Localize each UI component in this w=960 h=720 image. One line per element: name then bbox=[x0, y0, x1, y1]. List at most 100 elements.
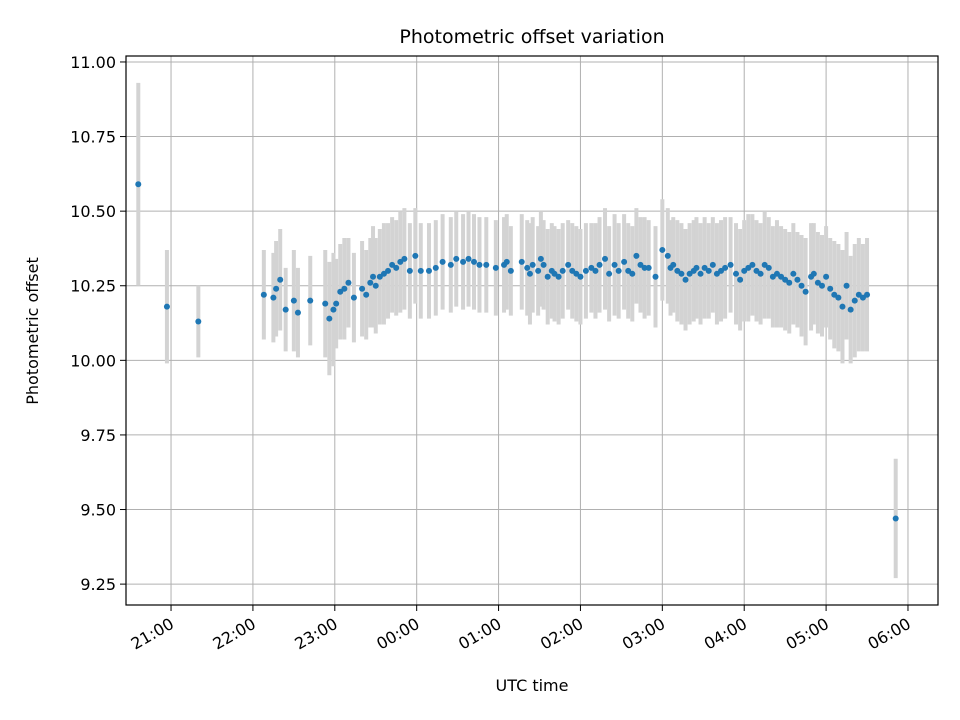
data-points bbox=[135, 181, 899, 522]
data-point bbox=[406, 267, 413, 274]
data-point bbox=[307, 297, 314, 304]
data-point bbox=[425, 267, 432, 274]
y-tick-label: 10.00 bbox=[70, 351, 116, 370]
data-point bbox=[326, 315, 333, 322]
data-point bbox=[350, 294, 357, 301]
data-point bbox=[722, 264, 729, 271]
data-point bbox=[757, 270, 764, 277]
data-point bbox=[790, 270, 797, 277]
data-point bbox=[664, 252, 671, 259]
data-point bbox=[565, 261, 572, 268]
data-point bbox=[606, 270, 613, 277]
data-point bbox=[393, 264, 400, 271]
y-tick-label: 10.75 bbox=[70, 128, 116, 147]
data-point bbox=[798, 282, 805, 289]
data-point bbox=[602, 255, 609, 262]
data-point bbox=[518, 258, 525, 265]
data-point bbox=[645, 264, 652, 271]
data-point bbox=[135, 181, 142, 188]
data-point bbox=[492, 264, 499, 271]
data-point bbox=[802, 288, 809, 295]
data-point bbox=[290, 297, 297, 304]
data-point bbox=[733, 270, 740, 277]
data-point bbox=[372, 282, 379, 289]
data-point bbox=[786, 279, 793, 286]
data-point bbox=[385, 267, 392, 274]
data-point bbox=[843, 282, 850, 289]
y-tick-label: 10.50 bbox=[70, 202, 116, 221]
data-point bbox=[621, 258, 628, 265]
data-point bbox=[195, 318, 202, 325]
data-point bbox=[363, 291, 370, 298]
data-point bbox=[678, 270, 685, 277]
data-point bbox=[819, 282, 825, 289]
data-point bbox=[670, 261, 677, 268]
data-point bbox=[282, 306, 289, 313]
data-point bbox=[483, 261, 490, 268]
data-point bbox=[367, 279, 374, 286]
data-point bbox=[577, 273, 584, 280]
data-point bbox=[555, 273, 562, 280]
data-point bbox=[559, 267, 566, 274]
data-point bbox=[652, 273, 659, 280]
data-point bbox=[412, 252, 419, 259]
data-point bbox=[615, 267, 622, 274]
data-point bbox=[592, 267, 599, 274]
data-point bbox=[697, 270, 704, 277]
data-point bbox=[277, 276, 284, 283]
plot-area-frame bbox=[125, 55, 939, 606]
data-point bbox=[633, 252, 640, 259]
y-tick-label: 11.00 bbox=[70, 53, 116, 72]
x-axis-title: UTC time bbox=[496, 676, 569, 695]
data-point bbox=[370, 273, 377, 280]
y-tick-label: 9.75 bbox=[80, 426, 116, 445]
data-point bbox=[294, 309, 301, 316]
data-point bbox=[273, 285, 280, 292]
data-point bbox=[629, 270, 636, 277]
data-point bbox=[417, 267, 424, 274]
data-point bbox=[345, 279, 352, 286]
data-point bbox=[333, 300, 340, 307]
data-point bbox=[432, 264, 439, 271]
data-point bbox=[260, 291, 267, 298]
data-point bbox=[471, 258, 477, 265]
data-point bbox=[749, 261, 756, 268]
data-point bbox=[453, 255, 460, 262]
data-point bbox=[659, 246, 666, 253]
data-point bbox=[507, 267, 514, 274]
data-point bbox=[476, 261, 483, 268]
data-point bbox=[330, 306, 337, 313]
y-axis-title: Photometric offset bbox=[23, 257, 42, 405]
data-point bbox=[835, 294, 842, 301]
data-point bbox=[270, 294, 277, 301]
data-point bbox=[465, 255, 472, 262]
data-point bbox=[535, 267, 542, 274]
data-point bbox=[727, 261, 734, 268]
y-tick-label: 9.50 bbox=[80, 501, 116, 520]
data-point bbox=[864, 291, 871, 298]
data-point bbox=[765, 264, 772, 271]
y-tick-label: 10.25 bbox=[70, 277, 116, 296]
data-point bbox=[839, 303, 846, 310]
y-tick-label: 9.25 bbox=[80, 575, 116, 594]
data-point bbox=[827, 285, 834, 292]
data-point bbox=[544, 273, 551, 280]
y-axis-ticks: 9.25 9.50 9.75 10.00 10.25 10.50 10.75 11.00 bbox=[70, 53, 126, 594]
data-point bbox=[460, 258, 467, 265]
data-point bbox=[524, 264, 531, 271]
data-point bbox=[851, 297, 858, 304]
data-point bbox=[892, 515, 899, 522]
chart-title: Photometric offset variation bbox=[399, 26, 664, 48]
data-point bbox=[401, 255, 408, 262]
data-point bbox=[596, 261, 603, 268]
data-point bbox=[526, 270, 533, 277]
data-point bbox=[529, 261, 536, 268]
data-point bbox=[582, 267, 589, 274]
data-point bbox=[705, 267, 712, 274]
data-point bbox=[823, 273, 830, 280]
data-point bbox=[439, 258, 446, 265]
data-point bbox=[847, 306, 854, 313]
data-point bbox=[810, 270, 817, 277]
data-point bbox=[540, 261, 547, 268]
